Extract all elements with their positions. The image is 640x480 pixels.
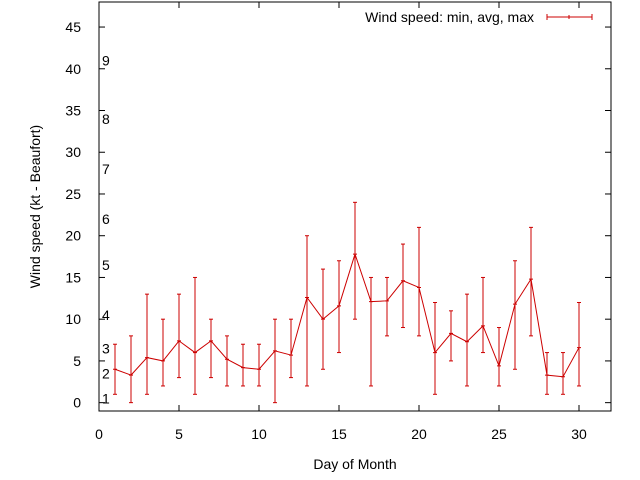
x-tick-label: 25 bbox=[491, 426, 507, 442]
x-tick-label: 15 bbox=[331, 426, 347, 442]
beaufort-label: 6 bbox=[102, 211, 110, 227]
avg-point bbox=[257, 367, 261, 372]
y-tick-label: 40 bbox=[65, 61, 81, 77]
beaufort-label: 4 bbox=[102, 307, 110, 323]
y-tick-label: 35 bbox=[65, 103, 81, 119]
avg-point bbox=[177, 338, 181, 343]
legend-label: Wind speed: min, avg, max bbox=[365, 9, 534, 25]
x-axis-label: Day of Month bbox=[313, 456, 396, 472]
y-axis-label: Wind speed (kt - Beaufort) bbox=[27, 125, 43, 288]
series-1 bbox=[113, 201, 581, 404]
beaufort-label: 5 bbox=[102, 257, 110, 273]
avg-point bbox=[561, 374, 565, 379]
avg-point bbox=[193, 350, 197, 355]
avg-point bbox=[577, 345, 581, 350]
y-tick-label: 30 bbox=[65, 144, 81, 160]
legend-swatch-point bbox=[567, 15, 571, 19]
beaufort-label: 3 bbox=[102, 340, 110, 356]
beaufort-label: 8 bbox=[102, 111, 110, 127]
avg-point bbox=[417, 285, 421, 290]
beaufort-label: 9 bbox=[102, 52, 110, 68]
avg-point bbox=[529, 277, 533, 282]
y-tick-label: 25 bbox=[65, 186, 81, 202]
y-tick-label: 15 bbox=[65, 269, 81, 285]
avg-point bbox=[433, 350, 437, 355]
x-tick-label: 10 bbox=[251, 426, 267, 442]
avg-point bbox=[289, 353, 293, 358]
y-tick-label: 10 bbox=[65, 311, 81, 327]
beaufort-label: 7 bbox=[102, 161, 110, 177]
x-tick-label: 5 bbox=[175, 426, 183, 442]
y-tick-label: 5 bbox=[73, 353, 81, 369]
x-tick-label: 30 bbox=[571, 426, 587, 442]
x-tick-label: 20 bbox=[411, 426, 427, 442]
y-tick-label: 20 bbox=[65, 228, 81, 244]
beaufort-label: 1 bbox=[102, 390, 110, 406]
avg-point bbox=[273, 348, 277, 353]
avg-point bbox=[449, 331, 453, 336]
avg-point bbox=[161, 358, 165, 363]
avg-point bbox=[481, 323, 485, 328]
beaufort-label: 2 bbox=[102, 365, 110, 381]
avg-point bbox=[129, 373, 133, 378]
avg-point bbox=[305, 295, 309, 300]
avg-point bbox=[209, 338, 213, 343]
legend: Wind speed: min, avg, max bbox=[365, 9, 593, 25]
avg-point bbox=[337, 303, 341, 308]
avg-point bbox=[145, 355, 149, 360]
avg-point bbox=[369, 299, 373, 304]
avg-point bbox=[241, 365, 245, 370]
plot-frame bbox=[98, 1, 612, 412]
avg-line bbox=[114, 252, 580, 378]
avg-point bbox=[401, 278, 405, 283]
avg-point bbox=[497, 363, 501, 368]
avg-point bbox=[353, 252, 357, 257]
y-tick-label: 45 bbox=[65, 19, 81, 35]
avg-point bbox=[513, 302, 517, 307]
y-tick-label: 0 bbox=[73, 395, 81, 411]
avg-point bbox=[321, 317, 325, 322]
avg-point bbox=[385, 298, 389, 303]
x-tick-label: 0 bbox=[95, 426, 103, 442]
beaufort-annotations: 1 2 3 4 5 6 7 8 9 bbox=[102, 52, 110, 406]
avg-point bbox=[465, 339, 469, 344]
avg-point bbox=[113, 367, 117, 372]
avg-point bbox=[545, 373, 549, 378]
series-layer bbox=[113, 201, 581, 404]
avg-point bbox=[225, 357, 229, 362]
